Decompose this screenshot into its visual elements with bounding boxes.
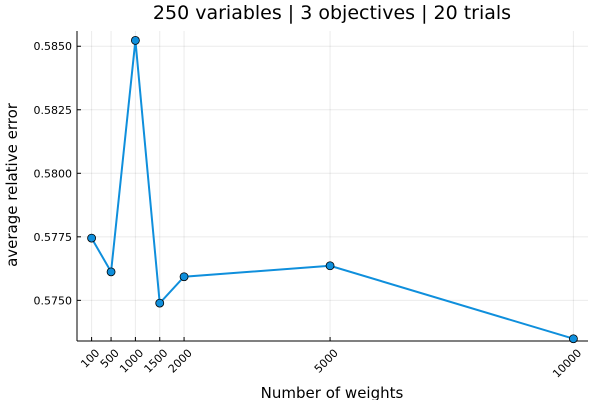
data-point [179, 272, 189, 282]
y-tick-label: 0.5750 [34, 294, 73, 307]
y-tick-label: 0.5800 [34, 167, 73, 180]
data-point [325, 261, 335, 271]
chart-title: 250 variables | 3 objectives | 20 trials [153, 2, 511, 24]
x-tick-label: 10000 [550, 347, 584, 381]
data-point [569, 334, 578, 344]
y-tick-label: 0.5825 [34, 104, 73, 117]
data-point [87, 233, 96, 243]
data-point [106, 267, 116, 277]
x-tick-label: 100 [78, 347, 102, 371]
y-tick-label: 0.5775 [34, 231, 73, 244]
x-tick-label: 1000 [117, 347, 146, 376]
grid [77, 31, 588, 341]
y-axis-ticks: 0.5750 0.5775 0.5800 0.5825 0.5850 [34, 40, 81, 307]
series-layer [87, 36, 578, 344]
data-point [155, 298, 165, 308]
data-point [130, 36, 140, 45]
series-line [90, 40, 574, 340]
x-tick-label: 2000 [166, 347, 195, 376]
x-axis-label: Number of weights [261, 384, 404, 400]
x-tick-label: 1500 [142, 347, 171, 376]
axes-frame [76, 31, 588, 342]
y-axis-label: average relative error [3, 102, 21, 267]
y-tick-label: 0.5850 [34, 40, 73, 53]
x-tick-label: 5000 [312, 347, 341, 376]
